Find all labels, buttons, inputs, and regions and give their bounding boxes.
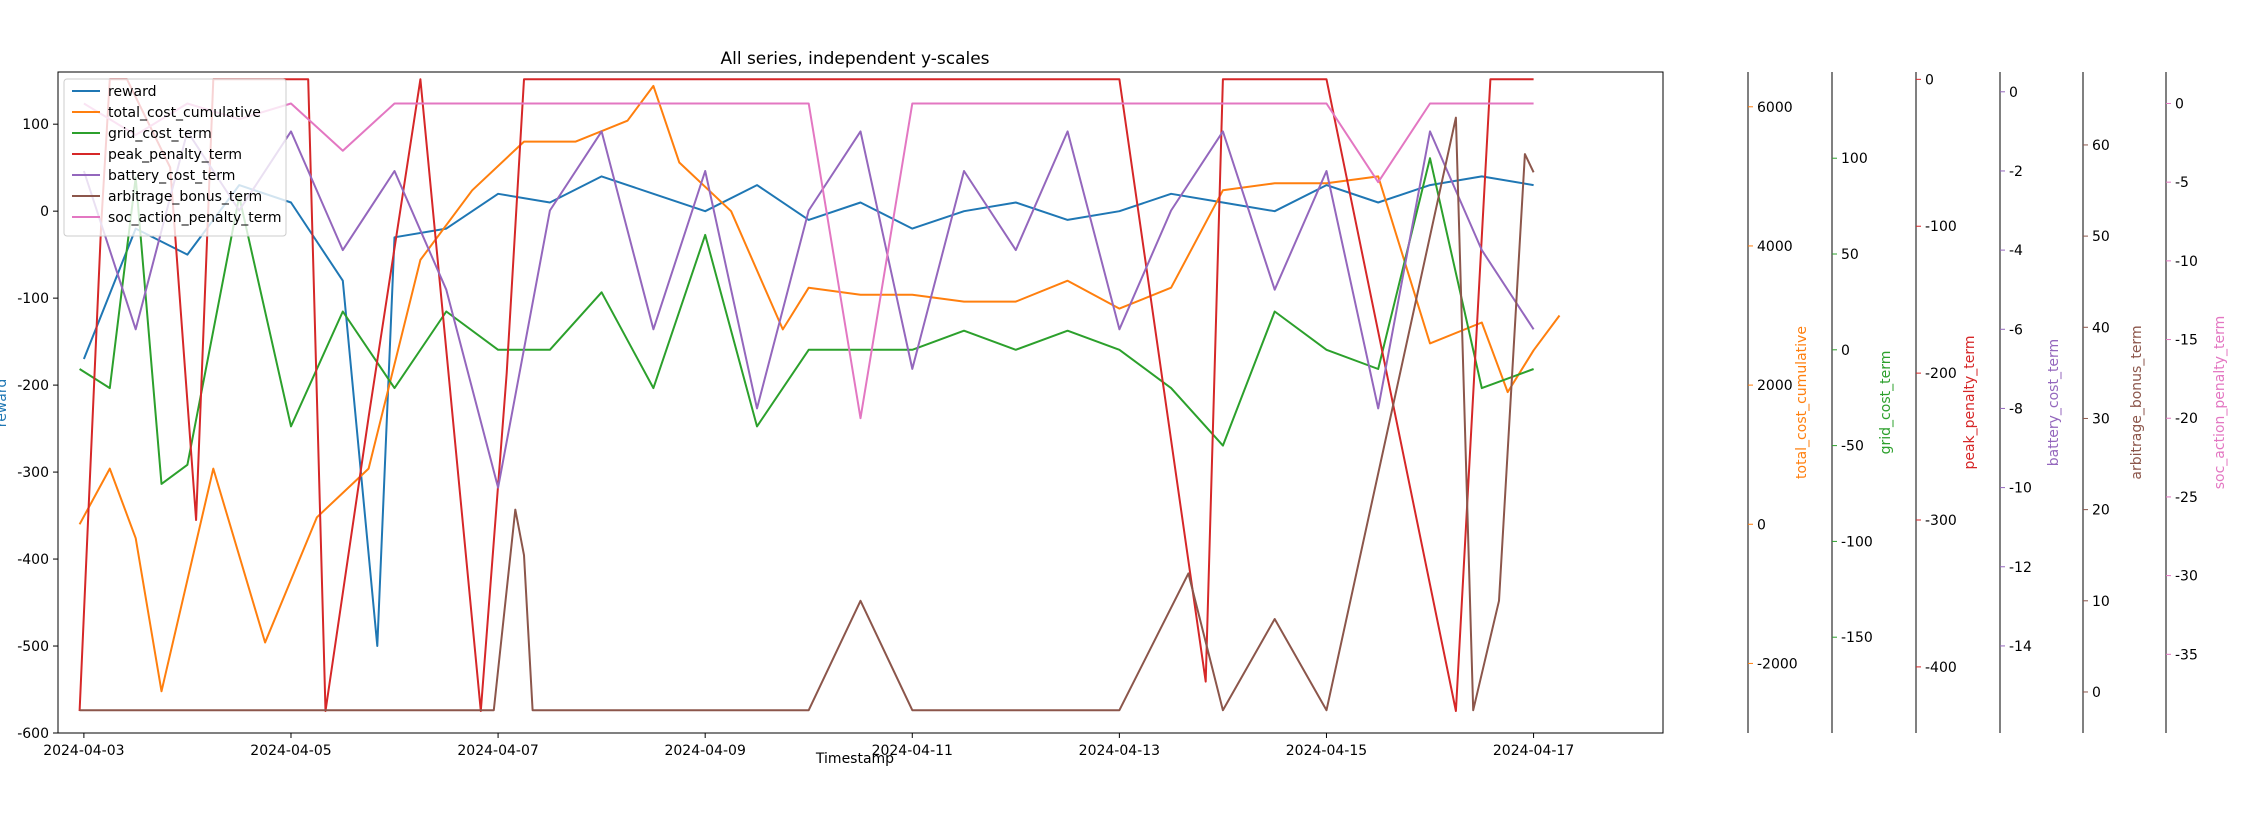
y-axis-label-reward: reward — [0, 379, 10, 428]
x-tick-label: 2024-04-13 — [1079, 743, 1160, 759]
y-tick-label-grid-cost-term: -50 — [1841, 439, 1864, 455]
y-tick-label-soc-action-penalty-term: -10 — [2175, 254, 2198, 270]
y-tick-label-peak-penalty-term: -200 — [1925, 366, 1957, 382]
y-tick-label-soc-action-penalty-term: 0 — [2175, 96, 2184, 112]
legend-box — [63, 78, 287, 237]
y-axis-label-total-cost-cumulative: total_cost_cumulative — [1794, 326, 1810, 479]
x-tick-label: 2024-04-07 — [457, 743, 538, 759]
y-tick-label-battery-cost-term: -12 — [2009, 560, 2032, 576]
y-tick-label-grid-cost-term: -100 — [1841, 534, 1873, 550]
x-tick-label: 2024-04-11 — [872, 743, 953, 759]
y-tick-label-soc-action-penalty-term: -30 — [2175, 569, 2198, 585]
y-tick-label-battery-cost-term: -4 — [2009, 243, 2023, 259]
y-tick-label-reward: 0 — [40, 204, 49, 220]
chart-title: All series, independent y-scales — [720, 49, 989, 69]
x-tick-label: 2024-04-15 — [1286, 743, 1367, 759]
y-axis-label-soc-action-penalty-term: soc_action_penalty_term — [2212, 316, 2228, 490]
y-tick-label-total-cost-cumulative: 4000 — [1757, 239, 1793, 255]
y-tick-label-peak-penalty-term: -100 — [1925, 219, 1957, 235]
y-tick-label-reward: -300 — [17, 465, 49, 481]
legend: reward total_cost_cumulative grid_cost_ter… — [63, 78, 287, 237]
y-tick-label-battery-cost-term: -10 — [2009, 481, 2032, 497]
legend-label-grid-cost-term: grid_cost_term — [108, 126, 212, 142]
x-tick-label: 2024-04-05 — [250, 743, 331, 759]
y-tick-label-soc-action-penalty-term: -35 — [2175, 647, 2198, 663]
y-tick-label-arbitrage-bonus-term: 30 — [2092, 411, 2110, 427]
y-tick-label-total-cost-cumulative: 0 — [1757, 517, 1766, 533]
y-tick-label-arbitrage-bonus-term: 60 — [2092, 138, 2110, 154]
y-tick-label-battery-cost-term: -8 — [2009, 401, 2023, 417]
y-tick-label-arbitrage-bonus-term: 50 — [2092, 229, 2110, 245]
y-axis-label-battery-cost-term: battery_cost_term — [2046, 339, 2062, 466]
y-tick-label-reward: -100 — [17, 291, 49, 307]
legend-label-reward: reward — [108, 84, 157, 100]
y-tick-label-peak-penalty-term: -300 — [1925, 513, 1957, 529]
x-tick-label: 2024-04-03 — [43, 743, 124, 759]
x-axis-label: Timestamp — [815, 751, 894, 767]
y-tick-label-reward: -200 — [17, 378, 49, 394]
y-tick-label-arbitrage-bonus-term: 0 — [2092, 685, 2101, 701]
y-tick-label-reward: 100 — [22, 117, 49, 133]
x-tick-label: 2024-04-09 — [664, 743, 745, 759]
y-tick-label-total-cost-cumulative: 6000 — [1757, 100, 1793, 116]
y-tick-label-battery-cost-term: 0 — [2009, 85, 2018, 101]
y-tick-label-reward: -600 — [17, 726, 49, 742]
y-tick-label-soc-action-penalty-term: -15 — [2175, 333, 2198, 349]
y-tick-label-arbitrage-bonus-term: 40 — [2092, 320, 2110, 336]
y-tick-label-peak-penalty-term: 0 — [1925, 72, 1934, 88]
y-axis-label-peak-penalty-term: peak_penalty_term — [1962, 335, 1978, 469]
y-tick-label-arbitrage-bonus-term: 20 — [2092, 503, 2110, 519]
y-tick-label-peak-penalty-term: -400 — [1925, 660, 1957, 676]
plot-area — [78, 78, 1561, 712]
y-tick-label-grid-cost-term: 100 — [1841, 151, 1868, 167]
y-axis-label-arbitrage-bonus-term: arbitrage_bonus_term — [2129, 325, 2145, 479]
legend-label-soc-action-penalty-term: soc_action_penalty_term — [108, 210, 282, 226]
legend-label-battery-cost-term: battery_cost_term — [108, 168, 235, 184]
y-tick-label-soc-action-penalty-term: -20 — [2175, 411, 2198, 427]
series-line-battery-cost-term — [82, 130, 1535, 489]
series-line-total-cost-cumulative — [78, 84, 1561, 693]
y-tick-label-total-cost-cumulative: 2000 — [1757, 378, 1793, 394]
legend-label-arbitrage-bonus-term: arbitrage_bonus_term — [108, 189, 262, 205]
y-tick-label-grid-cost-term: -150 — [1841, 630, 1873, 646]
series-line-reward — [82, 175, 1534, 647]
y-tick-label-arbitrage-bonus-term: 10 — [2092, 594, 2110, 610]
y-tick-label-battery-cost-term: -14 — [2009, 639, 2032, 655]
y-tick-label-battery-cost-term: -6 — [2009, 322, 2023, 338]
y-tick-label-soc-action-penalty-term: -25 — [2175, 490, 2198, 506]
y-tick-label-grid-cost-term: 0 — [1841, 343, 1850, 359]
plot-frame — [57, 71, 1664, 734]
x-tick-label: 2024-04-17 — [1493, 743, 1574, 759]
y-tick-label-battery-cost-term: -2 — [2009, 164, 2023, 180]
y-tick-label-grid-cost-term: 50 — [1841, 247, 1859, 263]
legend-label-total-cost-cumulative: total_cost_cumulative — [108, 105, 261, 121]
y-tick-label-total-cost-cumulative: -2000 — [1757, 656, 1798, 672]
y-tick-label-soc-action-penalty-term: -5 — [2175, 175, 2189, 191]
legend-label-peak-penalty-term: peak_penalty_term — [108, 147, 242, 163]
axes: 2024-04-03 2024-04-05 2024-04-07 2024-04-09… — [0, 71, 2228, 759]
series-line-arbitrage-bonus-term — [79, 116, 1535, 712]
y-tick-label-reward: -400 — [17, 552, 49, 568]
y-axis-label-grid-cost-term: grid_cost_term — [1878, 351, 1894, 455]
y-tick-label-reward: -500 — [17, 639, 49, 655]
